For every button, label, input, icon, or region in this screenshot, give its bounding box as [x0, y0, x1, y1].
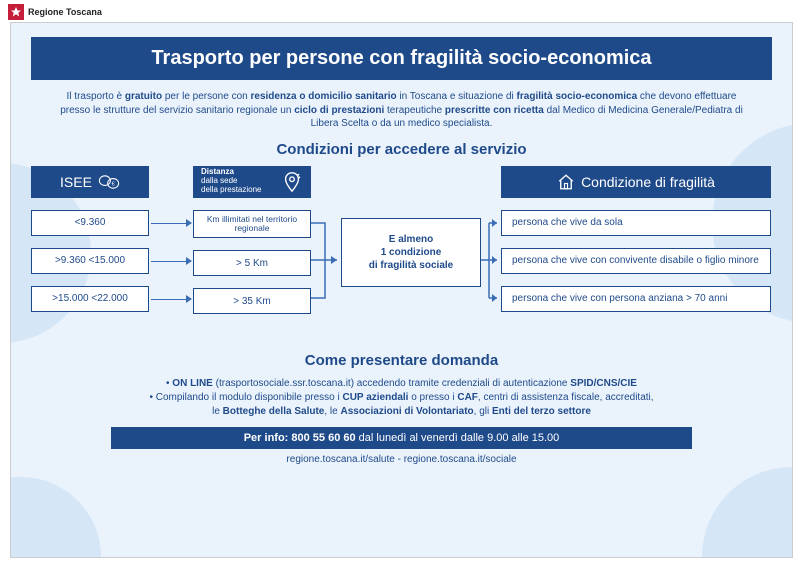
distance-row: > 35 Km: [193, 288, 311, 314]
fragility-column: Condizione di fragilità persona che vive…: [501, 166, 771, 312]
fragility-header: Condizione di fragilità: [501, 166, 771, 198]
center-line: 1 condizione: [381, 247, 442, 258]
center-line: E almeno: [389, 234, 433, 245]
fragility-row: persona che vive da sola: [501, 210, 771, 236]
distance-label-3: della prestazione: [201, 185, 261, 194]
distance-label-1: Distanza: [201, 167, 234, 176]
svg-text:€: €: [112, 181, 115, 187]
distance-column: Distanza dalla sede della prestazione Km…: [193, 166, 311, 315]
flow-diagram: ISEE € <9.360 >9.360 <15.000 >15.000 <22…: [31, 166, 772, 336]
isee-column: ISEE € <9.360 >9.360 <15.000 >15.000 <22…: [31, 166, 149, 312]
distance-header: Distanza dalla sede della prestazione: [193, 166, 311, 198]
region-name: Regione Toscana: [28, 7, 102, 17]
footer-links: regione.toscana.it/salute - regione.tosc…: [11, 454, 792, 465]
connector-left: [311, 210, 343, 310]
info-bar: Per info: 800 55 60 60 dal lunedì al ven…: [111, 427, 692, 449]
isee-label: ISEE: [60, 174, 92, 190]
location-icon: [281, 171, 303, 193]
fragility-row: persona che vive con persona anziana > 7…: [501, 286, 771, 312]
center-condition-box: E almeno 1 condizione di fragilità socia…: [341, 218, 481, 287]
coins-icon: €: [98, 174, 120, 190]
isee-row: <9.360: [31, 210, 149, 236]
page: Trasporto per persone con fragilità soci…: [10, 22, 793, 558]
arrow: [151, 299, 187, 301]
center-line: di fragilità sociale: [369, 260, 453, 271]
bg-circle: [10, 477, 101, 558]
intro-text: Il trasporto è gratuito per le persone c…: [51, 90, 752, 131]
connector-right: [481, 210, 503, 310]
page-title: Trasporto per persone con fragilità soci…: [31, 37, 772, 80]
region-logo-icon: [8, 4, 24, 20]
fragility-row: persona che vive con convivente disabile…: [501, 248, 771, 274]
arrow: [151, 261, 187, 263]
fragility-label: Condizione di fragilità: [581, 174, 715, 190]
home-icon: [557, 173, 575, 191]
conditions-title: Condizioni per accedere al servizio: [11, 141, 792, 158]
distance-label-2: dalla sede: [201, 176, 237, 185]
howto-title: Come presentare domanda: [11, 352, 792, 369]
logo-bar: Regione Toscana: [8, 4, 102, 20]
howto-text: • ON LINE (trasportosociale.ssr.toscana.…: [51, 377, 752, 419]
arrow: [151, 223, 187, 225]
distance-row: > 5 Km: [193, 250, 311, 276]
isee-row: >15.000 <22.000: [31, 286, 149, 312]
isee-header: ISEE €: [31, 166, 149, 198]
isee-row: >9.360 <15.000: [31, 248, 149, 274]
bg-circle: [702, 467, 793, 558]
distance-row: Km illimitati nel territorio regionale: [193, 210, 311, 239]
center-column: E almeno 1 condizione di fragilità socia…: [341, 218, 481, 287]
